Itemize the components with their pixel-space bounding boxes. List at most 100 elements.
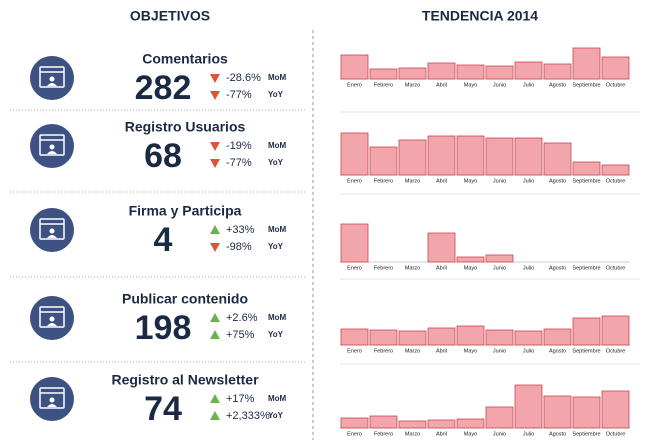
bar	[456, 135, 485, 176]
x-tick-label: Mayo	[464, 431, 477, 437]
x-tick-label: Agosto	[549, 265, 566, 271]
bar	[514, 330, 543, 346]
x-tick-label: Junio	[493, 82, 506, 88]
bar	[572, 317, 601, 346]
x-tick-label: Abril	[436, 265, 447, 271]
change: +17%	[226, 393, 255, 405]
x-tick-label: Septiembre	[572, 348, 600, 354]
bar	[456, 325, 485, 346]
period-label: YoY	[268, 411, 284, 420]
icon-person	[47, 83, 57, 86]
kpi-value: 68	[144, 137, 182, 175]
change: +2.6%	[226, 312, 258, 324]
x-tick-label: Febrero	[374, 431, 393, 437]
row-title: Registro al Newsletter	[111, 372, 259, 388]
bar	[514, 137, 543, 176]
trend-arrow	[210, 243, 220, 252]
x-tick-label: Octubre	[606, 265, 626, 271]
period-label: MoM	[268, 313, 287, 322]
x-tick-label: Enero	[347, 265, 362, 271]
x-tick-label: Abril	[436, 431, 447, 437]
bar	[572, 161, 601, 176]
bar	[369, 68, 398, 80]
x-tick-label: Julio	[523, 82, 534, 88]
x-tick-label: Marzo	[405, 82, 420, 88]
trend-arrow	[210, 91, 220, 100]
icon-window	[39, 66, 65, 88]
x-tick-label: Febrero	[374, 265, 393, 271]
row-title: Publicar contenido	[122, 291, 248, 307]
icon-window	[39, 218, 65, 240]
x-tick-label: Agosto	[549, 348, 566, 354]
icon-person	[47, 323, 57, 326]
x-tick-label: Enero	[347, 178, 362, 184]
x-tick-label: Septiembre	[572, 82, 600, 88]
bar	[427, 135, 456, 176]
x-tick-label: Enero	[347, 431, 362, 437]
trend-arrow	[210, 411, 220, 420]
change: -28.6%	[226, 72, 261, 84]
bar	[340, 417, 369, 429]
kpi-value: 4	[154, 221, 173, 259]
change: -98%	[226, 241, 252, 253]
x-tick-label: Abril	[436, 178, 447, 184]
x-tick-label: Agosto	[549, 178, 566, 184]
kpi-value: 198	[135, 309, 192, 347]
period-label: YoY	[268, 242, 284, 251]
x-tick-label: Junio	[493, 348, 506, 354]
icon-window	[39, 134, 65, 156]
bar	[485, 329, 514, 346]
x-tick-label: Agosto	[549, 431, 566, 437]
row-title: Comentarios	[142, 51, 228, 67]
bar	[485, 137, 514, 176]
bar	[456, 418, 485, 429]
x-tick-label: Mayo	[464, 82, 477, 88]
x-tick-label: Octubre	[606, 348, 626, 354]
change: +75%	[226, 329, 255, 341]
change: +33%	[226, 224, 255, 236]
bar	[369, 146, 398, 176]
x-tick-label: Octubre	[606, 431, 626, 437]
x-tick-label: Marzo	[405, 431, 420, 437]
x-tick-label: Mayo	[464, 265, 477, 271]
bar	[369, 415, 398, 429]
icon-person	[47, 151, 57, 154]
bar	[427, 232, 456, 263]
period-label: YoY	[268, 158, 284, 167]
change: -77%	[226, 89, 252, 101]
x-tick-label: Febrero	[374, 82, 393, 88]
icon-person	[49, 76, 55, 82]
period-label: MoM	[268, 225, 287, 234]
x-tick-label: Septiembre	[572, 265, 600, 271]
period-label: MoM	[268, 394, 287, 403]
bar	[340, 223, 369, 263]
x-tick-label: Julio	[523, 265, 534, 271]
row-title: Firma y Participa	[129, 203, 242, 219]
bar	[427, 419, 456, 429]
change: -77%	[226, 157, 252, 169]
section-title: OBJETIVOS	[130, 8, 210, 24]
trend-arrow	[210, 313, 220, 322]
bar	[485, 406, 514, 429]
period-label: YoY	[268, 90, 284, 99]
trend-arrow	[210, 159, 220, 168]
bar	[543, 142, 572, 176]
bar	[398, 67, 427, 80]
bar	[398, 330, 427, 346]
bar	[601, 390, 630, 429]
bar	[340, 54, 369, 80]
x-tick-label: Octubre	[606, 82, 626, 88]
icon-window	[39, 387, 65, 409]
bar	[514, 384, 543, 429]
x-tick-label: Marzo	[405, 348, 420, 354]
x-tick-label: Octubre	[606, 178, 626, 184]
period-label: YoY	[268, 330, 284, 339]
trend-arrow	[210, 74, 220, 83]
bar	[572, 396, 601, 429]
bar	[456, 64, 485, 80]
x-tick-label: Septiembre	[572, 178, 600, 184]
x-tick-label: Enero	[347, 348, 362, 354]
x-tick-label: Mayo	[464, 348, 477, 354]
x-tick-label: Febrero	[374, 348, 393, 354]
icon-person	[49, 144, 55, 150]
